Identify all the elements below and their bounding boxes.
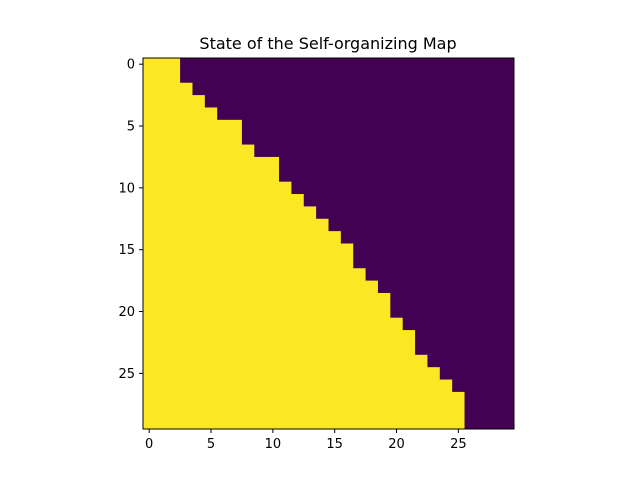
heatmap-row-0-high bbox=[143, 58, 181, 71]
heatmap-row-10-high bbox=[143, 181, 292, 195]
heatmap-row-18-low bbox=[377, 280, 515, 294]
x-tick-label: 0 bbox=[145, 437, 153, 452]
chart-title: State of the Self-organizing Map bbox=[199, 34, 456, 53]
heatmap-row-21-low bbox=[402, 317, 515, 331]
heatmap-row-28-high bbox=[143, 404, 465, 418]
heatmap-row-15-high bbox=[143, 243, 354, 257]
heatmap-row-6-low bbox=[241, 132, 515, 145]
heatmap-row-3-low bbox=[204, 95, 515, 108]
x-tick-label: 20 bbox=[388, 437, 405, 452]
heatmap-row-9-low bbox=[279, 169, 515, 183]
heatmap-row-8-high bbox=[143, 156, 280, 170]
heatmap-row-27-low bbox=[464, 391, 515, 405]
heatmap-row-23-high bbox=[143, 342, 416, 356]
y-tick-label: 0 bbox=[127, 58, 135, 73]
heatmap-row-13-high bbox=[143, 218, 329, 232]
y-tick-label: 20 bbox=[118, 305, 135, 320]
heatmap-row-9-high bbox=[143, 169, 280, 183]
heatmap-row-14-low bbox=[340, 231, 515, 244]
heatmap-row-12-high bbox=[143, 206, 317, 220]
heatmap-row-5-high bbox=[143, 119, 243, 133]
heatmap-row-4-high bbox=[143, 107, 218, 121]
heatmap-row-28-low bbox=[464, 404, 515, 418]
y-axis-ticks: 0 5 10 15 20 25 bbox=[118, 58, 143, 382]
heatmap-row-7-low bbox=[254, 144, 515, 158]
heatmap-row-16-high bbox=[143, 255, 354, 269]
y-tick-label: 25 bbox=[118, 367, 135, 382]
y-tick-label: 5 bbox=[127, 120, 135, 135]
y-tick-label: 10 bbox=[118, 181, 135, 196]
heatmap-row-19-high bbox=[143, 292, 391, 306]
heatmap-row-12-low bbox=[316, 206, 515, 220]
heatmap-row-1-low bbox=[180, 70, 515, 84]
y-tick-label: 15 bbox=[118, 243, 135, 258]
heatmap-row-17-low bbox=[365, 268, 515, 281]
heatmap-row-8-low bbox=[279, 156, 515, 170]
heatmap-row-16-low bbox=[353, 255, 515, 269]
heatmap-row-7-high bbox=[143, 144, 255, 158]
heatmap-row-15-low bbox=[353, 243, 515, 257]
heatmap-row-2-high bbox=[143, 82, 193, 96]
x-tick-label: 15 bbox=[326, 437, 343, 452]
heatmap-row-11-high bbox=[143, 194, 305, 207]
heatmap-row-25-high bbox=[143, 367, 441, 380]
heatmap-row-20-low bbox=[390, 305, 515, 319]
x-tick-label: 5 bbox=[207, 437, 215, 452]
heatmap-row-26-low bbox=[452, 379, 515, 393]
heatmap-row-4-low bbox=[217, 107, 515, 121]
heatmap-row-24-low bbox=[427, 354, 515, 368]
heatmap-row-14-high bbox=[143, 231, 342, 244]
heatmap-row-1-high bbox=[143, 70, 181, 84]
heatmap-row-6-high bbox=[143, 132, 243, 145]
heatmap-row-27-high bbox=[143, 391, 465, 405]
heatmap-row-11-low bbox=[303, 194, 515, 207]
heatmap-cells bbox=[143, 58, 515, 430]
heatmap-row-23-low bbox=[415, 342, 515, 356]
heatmap-row-22-low bbox=[415, 330, 515, 343]
x-axis-ticks: 0 5 10 15 20 25 bbox=[145, 429, 467, 452]
plot-frame bbox=[142, 57, 515, 430]
heatmap-row-25-low bbox=[439, 367, 515, 380]
heatmap-row-10-low bbox=[291, 181, 515, 195]
heatmap-row-0-low bbox=[180, 58, 515, 71]
heatmap-row-19-low bbox=[390, 292, 515, 306]
heatmap-row-29-high bbox=[143, 416, 465, 430]
heatmap-row-24-high bbox=[143, 354, 428, 368]
heatmap-row-20-high bbox=[143, 305, 391, 319]
heatmap-row-29-low bbox=[464, 416, 515, 430]
heatmap-row-22-high bbox=[143, 330, 416, 343]
heatmap-row-2-low bbox=[192, 82, 515, 96]
heatmap-row-18-high bbox=[143, 280, 379, 294]
heatmap-row-26-high bbox=[143, 379, 453, 393]
heatmap-row-5-low bbox=[241, 119, 515, 133]
heatmap-row-17-high bbox=[143, 268, 366, 281]
heatmap-row-13-low bbox=[328, 218, 515, 232]
x-tick-label: 25 bbox=[450, 437, 467, 452]
x-tick-label: 10 bbox=[265, 437, 282, 452]
heatmap-row-21-high bbox=[143, 317, 404, 331]
heatmap-row-3-high bbox=[143, 95, 206, 108]
